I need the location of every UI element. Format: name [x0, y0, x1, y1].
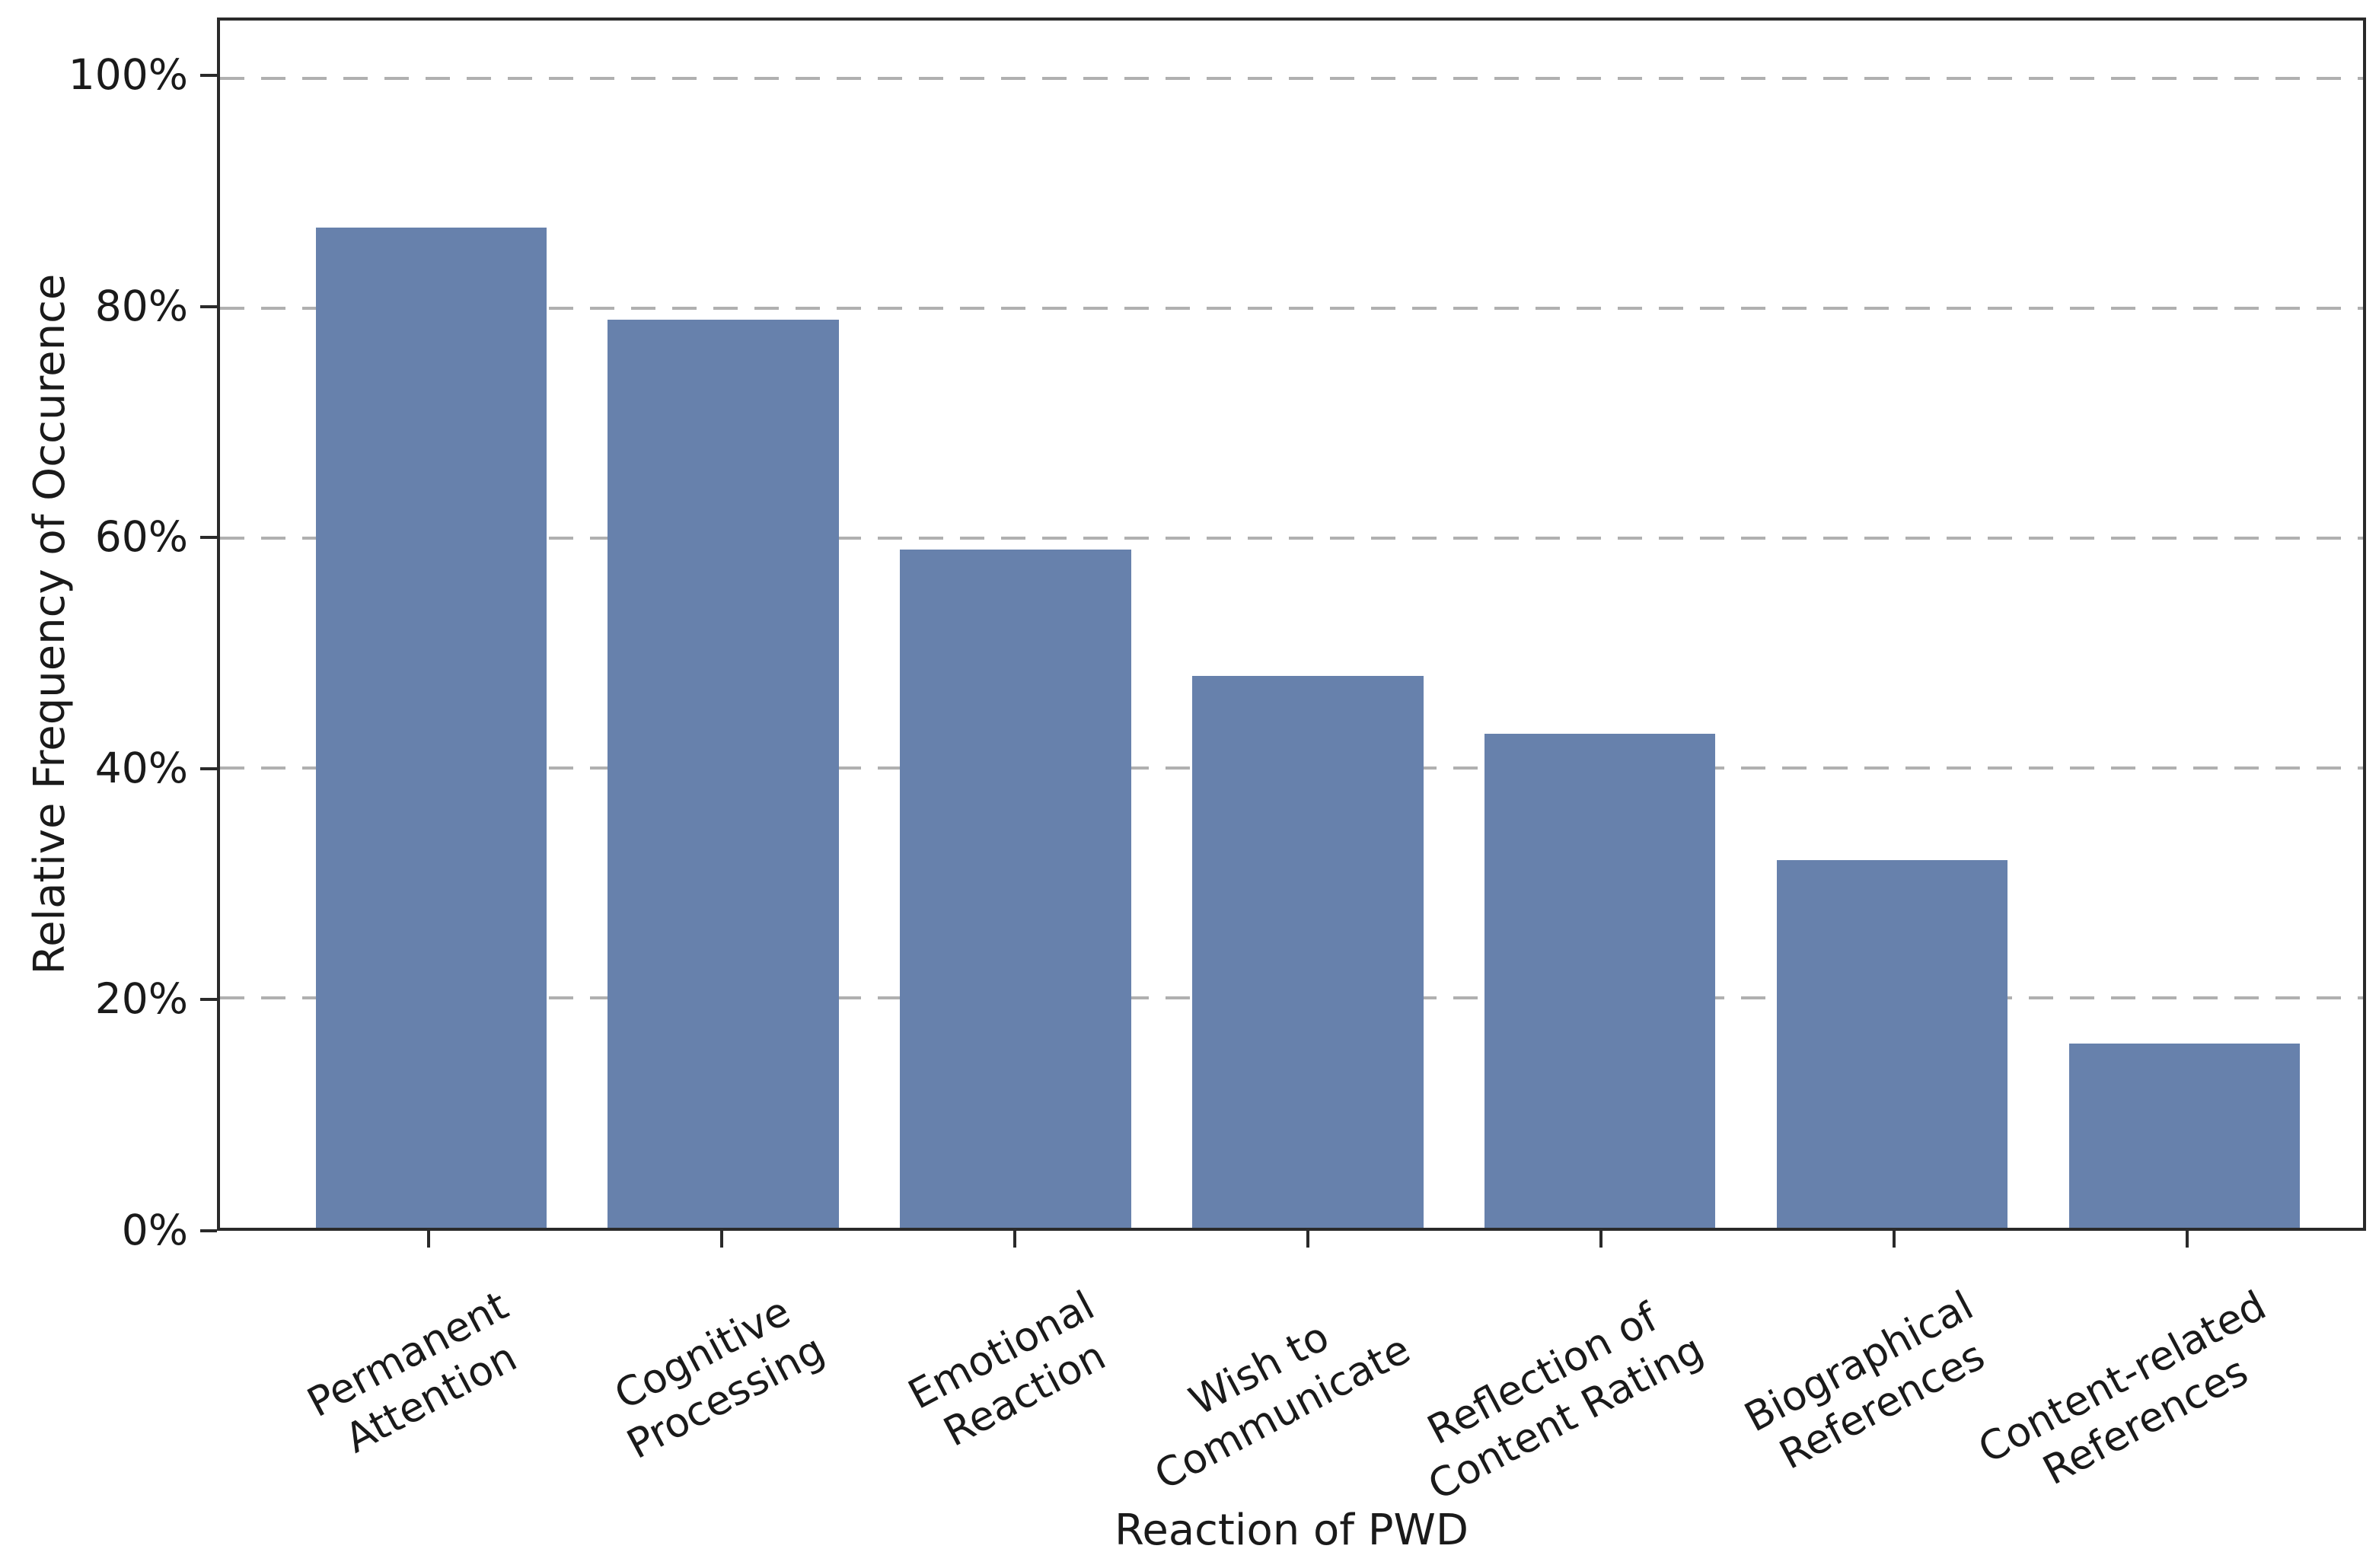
- y-tick-100: [200, 73, 217, 77]
- y-tick-label-0: 0%: [121, 1206, 188, 1254]
- x-tick-permanent-attention: [427, 1231, 431, 1248]
- y-tick-40: [200, 766, 217, 770]
- x-tick-wish-to-communicate: [1306, 1231, 1309, 1248]
- x-tick-label-biographical-references: Biographical References: [1737, 1282, 1992, 1479]
- x-tick-emotional-reaction: [1013, 1231, 1016, 1248]
- y-axis-title: Relative Frequency of Occurence: [25, 273, 75, 975]
- y-tick-0: [200, 1229, 217, 1232]
- gridline-60: [220, 536, 2363, 540]
- x-tick-label-content-related-references: Content-related References: [1971, 1282, 2274, 1494]
- y-tick-label-80: 80%: [94, 281, 188, 330]
- bar-reflection-of-content-rating: [1484, 733, 1716, 1228]
- bar-emotional-reaction: [900, 549, 1131, 1228]
- x-tick-cognitive-processing: [720, 1231, 724, 1248]
- x-tick-biographical-references: [1892, 1231, 1896, 1248]
- x-tick-label-cognitive-processing: Cognitive Processing: [607, 1288, 832, 1468]
- bar-cognitive-processing: [608, 319, 839, 1228]
- bar-content-related-references: [2068, 1044, 2301, 1228]
- y-tick-80: [200, 304, 217, 308]
- x-tick-label-emotional-reaction: Emotional Reaction: [901, 1282, 1113, 1456]
- x-tick-reflection-of-content-rating: [1599, 1231, 1602, 1248]
- y-tick-label-60: 60%: [94, 512, 188, 562]
- y-tick-60: [200, 536, 217, 540]
- x-tick-content-related-references: [2185, 1231, 2189, 1248]
- x-axis-title: Reaction of PWD: [1114, 1506, 1469, 1555]
- y-tick-20: [200, 998, 217, 1002]
- bar-permanent-attention: [315, 227, 547, 1228]
- x-tick-label-wish-to-communicate: Wish to Communicate: [1147, 1313, 1418, 1499]
- plot-area: [217, 18, 2366, 1231]
- y-tick-label-20: 20%: [94, 974, 188, 1024]
- bar-biographical-references: [1776, 859, 2008, 1228]
- x-tick-label-reflection-of-content-rating: Reflection of Content Rating: [1421, 1294, 1711, 1509]
- x-tick-label-permanent-attention: Permanent Attention: [300, 1282, 525, 1462]
- gridline-100: [220, 76, 2363, 80]
- bar-wish-to-communicate: [1192, 675, 1424, 1228]
- gridline-80: [220, 306, 2363, 310]
- y-tick-label-40: 40%: [94, 743, 188, 792]
- y-tick-label-100: 100%: [68, 49, 188, 99]
